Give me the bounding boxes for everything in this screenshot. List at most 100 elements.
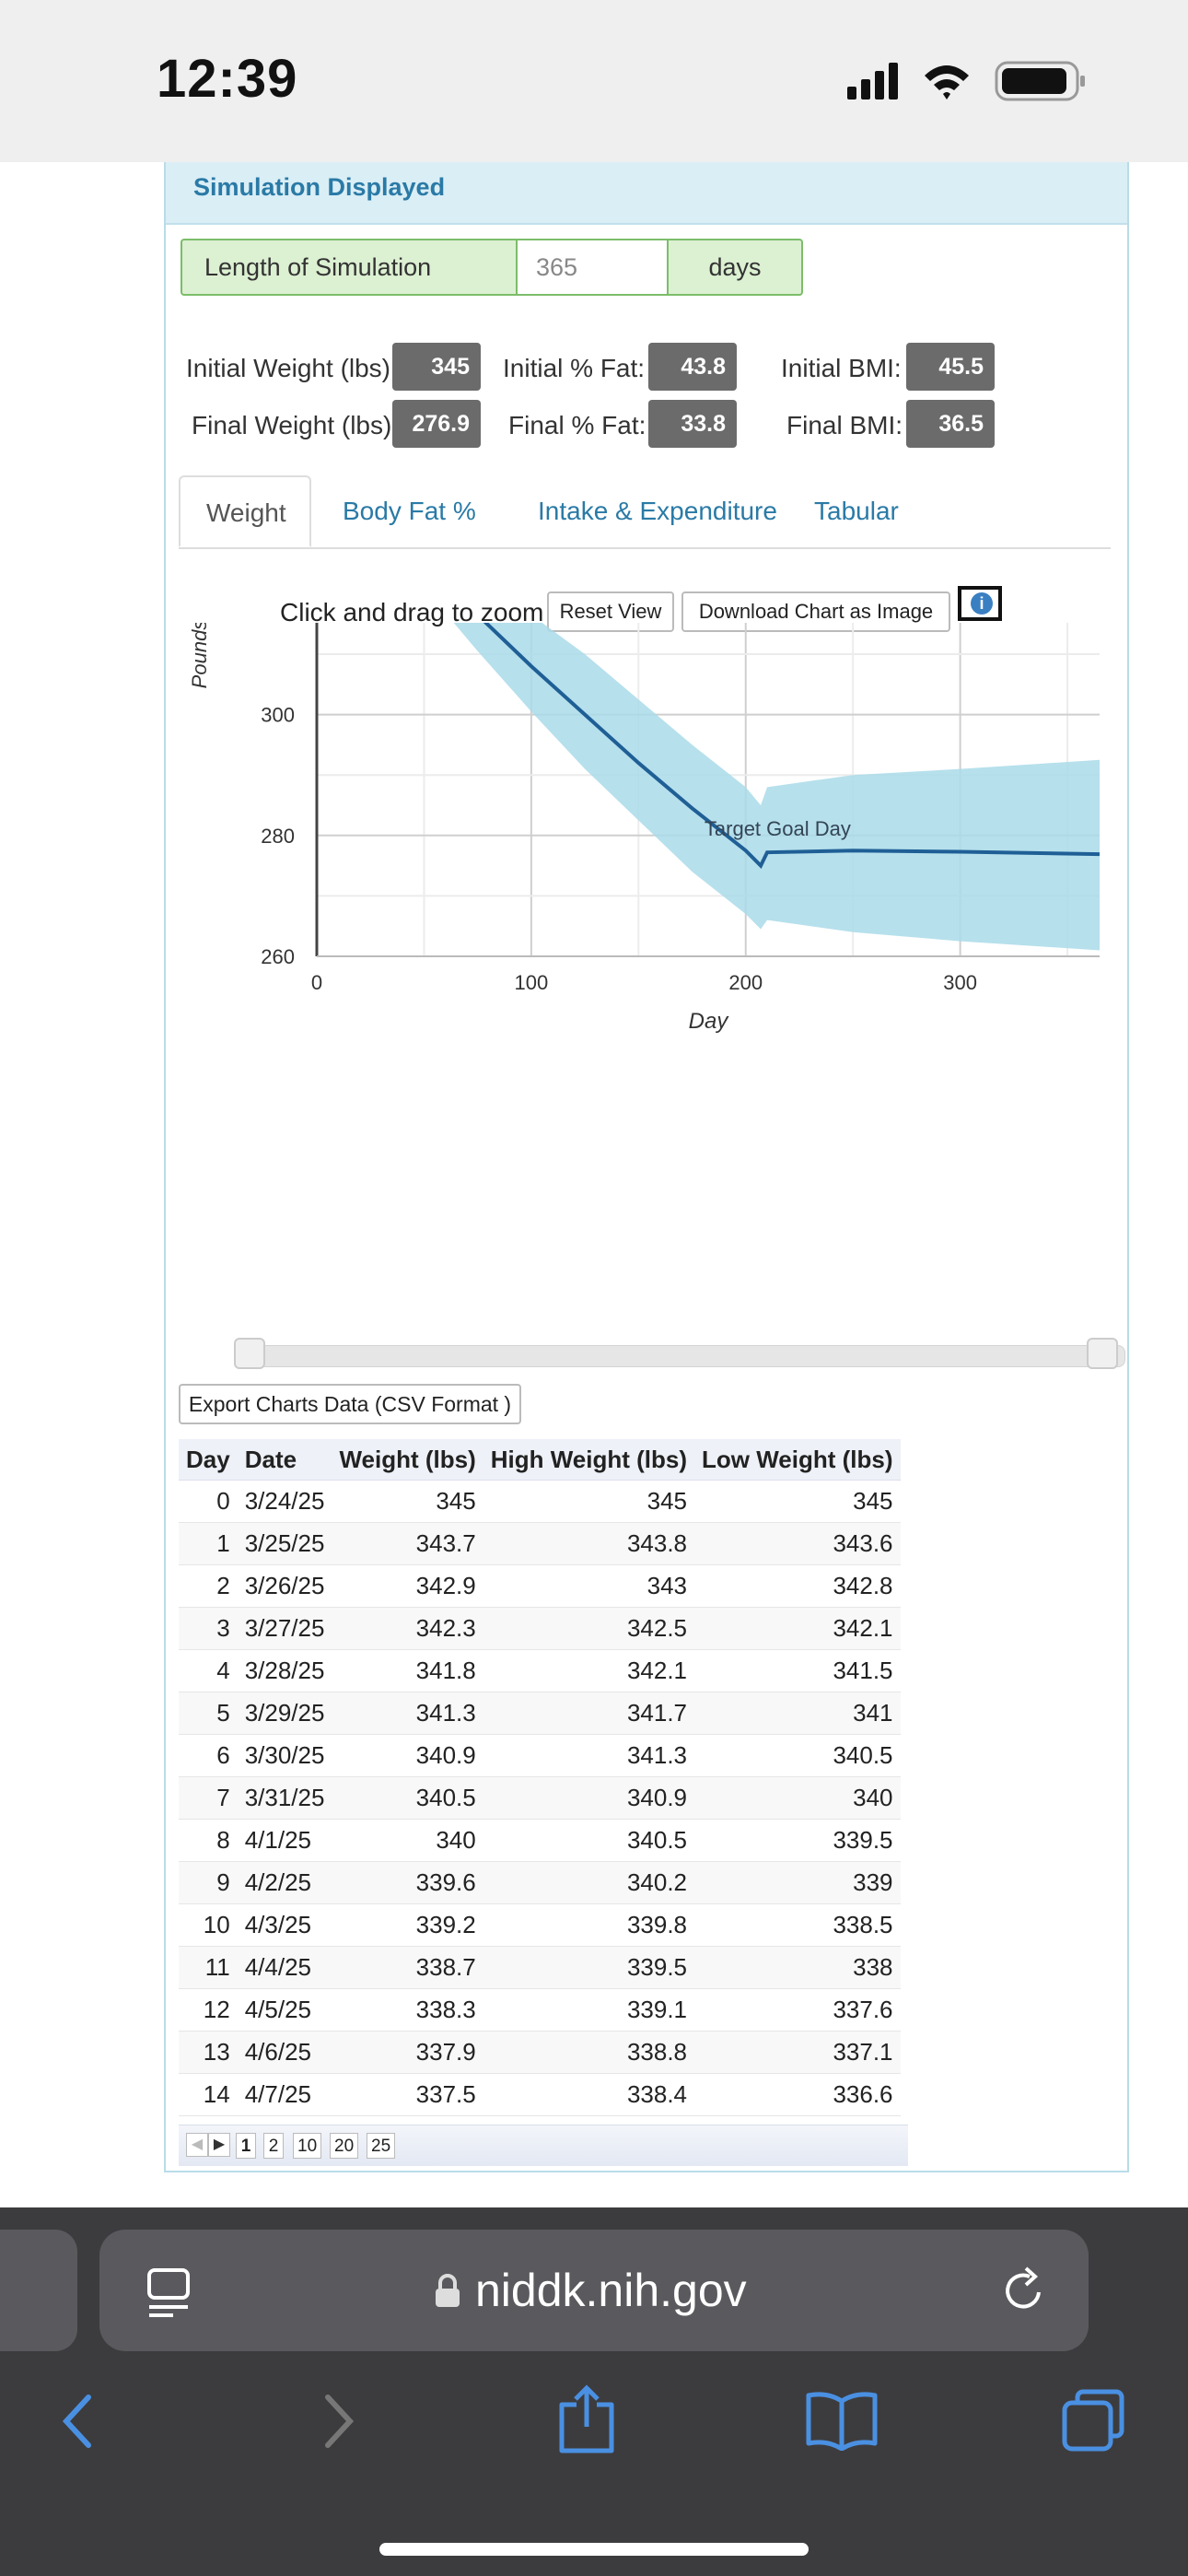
table-cell: 4/1/25: [237, 1819, 332, 1862]
info-button[interactable]: i: [958, 586, 1002, 621]
home-indicator: [379, 2543, 809, 2556]
x-tick-label: 100: [515, 971, 549, 994]
table-cell: 5: [179, 1692, 238, 1735]
export-csv-button[interactable]: Export Charts Data (CSV Format ): [179, 1384, 521, 1424]
table-cell: 341.7: [483, 1692, 695, 1735]
range-slider-right-handle[interactable]: [1087, 1338, 1118, 1369]
final-bmi-label: Final BMI:: [786, 411, 903, 439]
back-icon[interactable]: [57, 2392, 98, 2451]
status-bar: 12:39: [0, 0, 1188, 162]
previous-tab-peek[interactable]: [0, 2230, 77, 2351]
table-cell: 338: [694, 1946, 901, 1989]
url-text[interactable]: niddk.nih.gov: [475, 2265, 747, 2316]
pager-size-10[interactable]: 10: [293, 2133, 322, 2159]
pager-size-2[interactable]: 2: [263, 2133, 284, 2159]
table-header-cell[interactable]: High Weight (lbs): [483, 1439, 695, 1481]
weight-chart[interactable]: 2602803003203403600100200300DayPoundsTar…: [179, 623, 1109, 1332]
initial-weight-label: Initial Weight (lbs):: [186, 354, 398, 382]
table-cell: 338.5: [694, 1903, 901, 1947]
status-icons: [847, 61, 1085, 101]
table-cell: 342.1: [483, 1649, 695, 1692]
table-cell: 338.8: [483, 2031, 695, 2074]
table-cell: 341.5: [694, 1649, 901, 1692]
table-cell: 340: [332, 1819, 483, 1862]
tabs-icon[interactable]: [1061, 2388, 1127, 2454]
wifi-icon: [925, 65, 969, 100]
reset-view-button[interactable]: Reset View: [547, 591, 674, 632]
download-chart-button[interactable]: Download Chart as Image: [681, 591, 950, 632]
lock-icon: [436, 2274, 460, 2307]
initial-weight-value: 345: [392, 343, 481, 391]
pager-next-icon[interactable]: ▶: [208, 2133, 230, 2157]
final-weight-label: Final Weight (lbs):: [192, 411, 400, 439]
table-cell: 336.6: [694, 2073, 901, 2116]
signal-icon: [847, 63, 898, 100]
y-tick-label: 260: [261, 945, 295, 968]
table-row: 14 4/7/25 337.5 338.4 336.6: [179, 2073, 901, 2116]
table-cell: 8: [179, 1819, 238, 1862]
tab-weight[interactable]: Weight: [179, 475, 311, 547]
table-cell: 342.8: [694, 1564, 901, 1608]
table-cell: 342.3: [332, 1607, 483, 1650]
table-cell: 10: [179, 1903, 238, 1947]
table-cell: 345: [694, 1480, 901, 1523]
reader-icon[interactable]: [146, 2266, 192, 2318]
table-cell: 339.5: [694, 1819, 901, 1862]
table-header-cell[interactable]: Day: [179, 1439, 238, 1481]
table-row: 13 4/6/25 337.9 338.8 337.1: [179, 2031, 901, 2074]
table-cell: 3/26/25: [237, 1564, 332, 1608]
browser-chrome: niddk.nih.gov: [0, 2207, 1188, 2576]
pager-prev-icon[interactable]: ◀: [186, 2133, 208, 2157]
bookmarks-icon[interactable]: [805, 2390, 879, 2451]
tab-intake-expenditure[interactable]: Intake & Expenditure: [538, 497, 777, 525]
table-cell: 3/25/25: [237, 1522, 332, 1565]
table-row: 9 4/2/25 339.6 340.2 339: [179, 1861, 901, 1904]
range-slider-track[interactable]: [239, 1345, 1125, 1367]
final-fat-value: 33.8: [648, 400, 737, 448]
table-cell: 7: [179, 1776, 238, 1820]
x-tick-label: 300: [943, 971, 977, 994]
table-cell: 339.2: [332, 1903, 483, 1947]
table-cell: 12: [179, 1988, 238, 2032]
table-header-cell[interactable]: Date: [237, 1439, 332, 1481]
table-header-cell[interactable]: Low Weight (lbs): [694, 1439, 901, 1481]
table-cell: 4: [179, 1649, 238, 1692]
pager-current-page[interactable]: 1: [236, 2133, 256, 2159]
simulation-panel: Simulation Displayed Length of Simulatio…: [164, 162, 1129, 2172]
simulation-length-input[interactable]: 365: [516, 239, 669, 296]
table-row: 5 3/29/25 341.3 341.7 341: [179, 1692, 901, 1735]
table-header-cell[interactable]: Weight (lbs): [332, 1439, 483, 1481]
table-row: 12 4/5/25 338.3 339.1 337.6: [179, 1988, 901, 2032]
tab-tabular[interactable]: Tabular: [814, 497, 899, 525]
range-slider-left-handle[interactable]: [234, 1338, 265, 1369]
table-row: 1 3/25/25 343.7 343.8 343.6: [179, 1522, 901, 1565]
table-cell: 342.5: [483, 1607, 695, 1650]
table-cell: 13: [179, 2031, 238, 2074]
table-cell: 342.1: [694, 1607, 901, 1650]
table-cell: 339.1: [483, 1988, 695, 2032]
panel-title: Simulation Displayed: [193, 173, 446, 201]
table-cell: 337.1: [694, 2031, 901, 2074]
table-row: 11 4/4/25 338.7 339.5 338: [179, 1946, 901, 1989]
table-cell: 3/30/25: [237, 1734, 332, 1777]
simulation-length-unit: days: [669, 239, 803, 296]
chart-tabs: Weight Body Fat % Intake & Expenditure T…: [179, 475, 1111, 549]
final-bmi-value: 36.5: [906, 400, 995, 448]
x-axis-label: Day: [689, 1009, 730, 1034]
y-axis-label: Pounds: [188, 623, 211, 688]
table-cell: 4/4/25: [237, 1946, 332, 1989]
share-icon[interactable]: [556, 2383, 617, 2456]
x-tick-label: 0: [311, 971, 322, 994]
pager-size-20[interactable]: 20: [330, 2133, 359, 2159]
weight-line: [483, 623, 1101, 870]
table-cell: 14: [179, 2073, 238, 2116]
pager-size-25[interactable]: 25: [367, 2133, 396, 2159]
tab-body-fat[interactable]: Body Fat %: [343, 497, 476, 525]
panel-header: Simulation Displayed: [166, 162, 1127, 225]
table-row: 7 3/31/25 340.5 340.9 340: [179, 1776, 901, 1820]
confidence-band: [453, 623, 1100, 951]
reload-icon[interactable]: [998, 2265, 1050, 2316]
table-cell: 4/7/25: [237, 2073, 332, 2116]
url-bar[interactable]: niddk.nih.gov: [99, 2230, 1089, 2351]
table-cell: 3/24/25: [237, 1480, 332, 1523]
